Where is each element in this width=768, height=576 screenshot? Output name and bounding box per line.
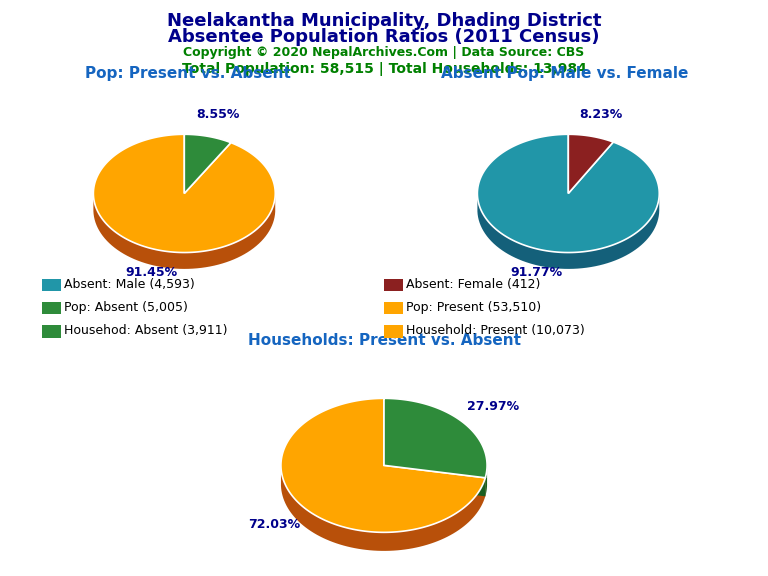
Text: Pop: Present (53,510): Pop: Present (53,510) xyxy=(406,301,541,314)
Text: Absent: Female (412): Absent: Female (412) xyxy=(406,278,541,291)
Polygon shape xyxy=(281,399,485,532)
Text: Absent Pop: Male vs. Female: Absent Pop: Male vs. Female xyxy=(441,66,688,81)
Text: 72.03%: 72.03% xyxy=(248,518,300,531)
Text: Household: Present (10,073): Household: Present (10,073) xyxy=(406,324,584,337)
Text: Neelakantha Municipality, Dhading District: Neelakantha Municipality, Dhading Distri… xyxy=(167,12,601,29)
Text: Total Population: 58,515 | Total Households: 13,984: Total Population: 58,515 | Total Househo… xyxy=(181,62,587,75)
Polygon shape xyxy=(94,195,275,269)
Polygon shape xyxy=(384,465,485,497)
Polygon shape xyxy=(94,134,275,252)
Text: 91.45%: 91.45% xyxy=(125,266,177,279)
Polygon shape xyxy=(485,466,487,497)
Text: 8.55%: 8.55% xyxy=(196,108,240,122)
Polygon shape xyxy=(384,465,485,497)
Text: Copyright © 2020 NepalArchives.Com | Data Source: CBS: Copyright © 2020 NepalArchives.Com | Dat… xyxy=(184,46,584,59)
Text: Absent: Male (4,593): Absent: Male (4,593) xyxy=(65,278,195,291)
Text: Househod: Absent (3,911): Househod: Absent (3,911) xyxy=(65,324,227,337)
Polygon shape xyxy=(184,134,231,194)
Text: 27.97%: 27.97% xyxy=(468,400,520,413)
Text: 8.23%: 8.23% xyxy=(579,108,622,121)
Polygon shape xyxy=(568,134,614,194)
Text: Pop: Present vs. Absent: Pop: Present vs. Absent xyxy=(85,66,291,81)
Text: Households: Present vs. Absent: Households: Present vs. Absent xyxy=(247,334,521,348)
Text: Absentee Population Ratios (2011 Census): Absentee Population Ratios (2011 Census) xyxy=(168,28,600,46)
Polygon shape xyxy=(478,134,659,252)
Text: Pop: Absent (5,005): Pop: Absent (5,005) xyxy=(65,301,188,314)
Polygon shape xyxy=(384,399,487,478)
Text: 91.77%: 91.77% xyxy=(510,266,562,279)
Polygon shape xyxy=(281,467,485,551)
Polygon shape xyxy=(478,194,659,269)
